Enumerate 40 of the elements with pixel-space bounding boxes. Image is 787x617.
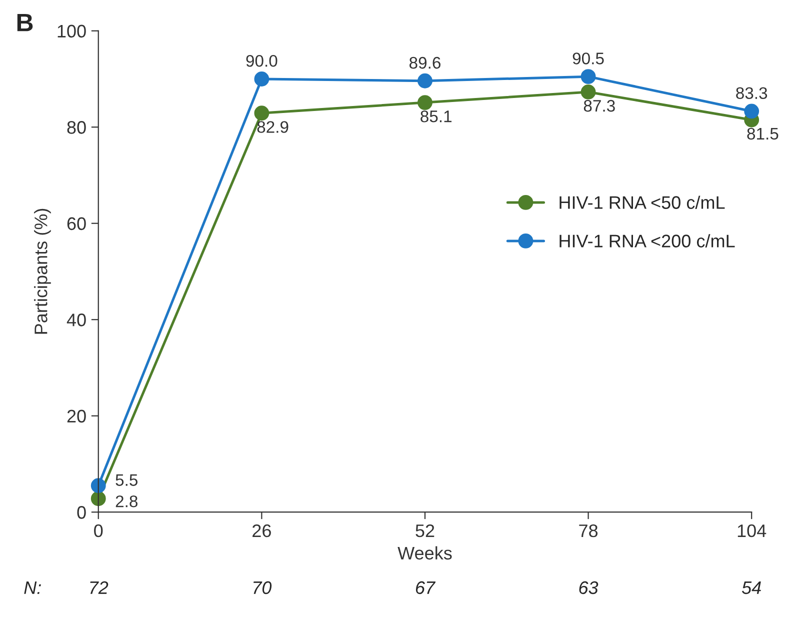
x-tick-label: 52 [416,524,434,538]
text: 70 [254,581,272,594]
text: 72 [90,581,108,594]
y-tick-label: 20 [67,410,86,423]
point [418,95,432,110]
point [90,478,106,494]
x-tick-label: 26 [252,524,271,538]
y-tick-label: 0 [77,506,86,519]
data-label: 2.8 [116,495,138,508]
point [254,106,270,121]
legend-label: HIV-1 RNA <200 c/mL [560,234,735,248]
point [580,84,596,100]
x-axis-title: Weeks [398,546,452,560]
y-tick-label: 100 [58,24,86,38]
point [254,72,270,86]
point [580,69,596,84]
data-label: 82.9 [257,121,288,133]
text: 67 [416,581,436,594]
y-tick-label: 60 [67,217,86,230]
data-label: 81.5 [747,128,778,140]
point [744,104,760,119]
data-label: 90.5 [572,52,604,64]
y-axis-title: Participants (%) [34,208,51,334]
text: 54 [742,581,761,594]
data-label: 89.6 [409,56,440,69]
legend-label: HIV-1 RNA <50 c/mL [560,196,725,209]
text: 63 [579,581,598,594]
text: N: [24,581,41,594]
data-label: 90.0 [246,54,278,67]
x-tick-label: 104 [738,524,766,538]
data-label: 85.1 [420,110,452,122]
data-label: 87.3 [584,100,615,112]
x-tick-label: 78 [579,524,598,538]
y-tick-label: 80 [67,121,86,134]
data-label: 83.3 [736,87,768,100]
y-tick-label: 40 [66,314,86,326]
data-label: 5.5 [116,474,138,486]
text: B [17,14,33,32]
point [418,73,432,88]
x-tick-label: 0 [94,524,103,538]
